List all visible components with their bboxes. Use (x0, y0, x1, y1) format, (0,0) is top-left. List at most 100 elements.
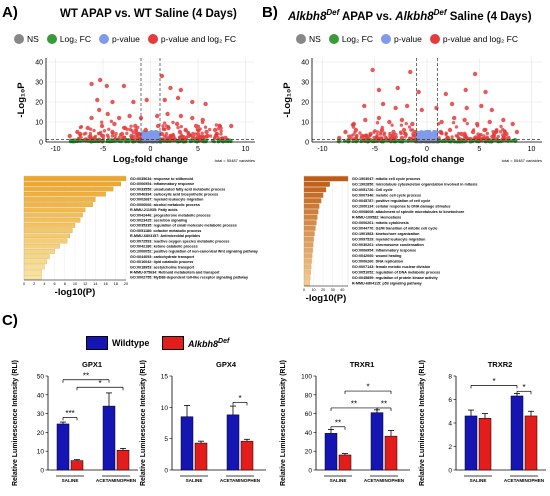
fc-point (406, 139, 410, 143)
go-bar (303, 181, 330, 187)
fc-point (226, 139, 231, 143)
go-term-label: R-MMU-6803157: Antimicrobial peptides (130, 234, 200, 238)
significant-point (190, 99, 195, 105)
legend-ns-label: NS (309, 34, 321, 44)
x-tick-label: -5 (372, 146, 378, 153)
significant-point (204, 129, 209, 135)
significant-point (387, 119, 392, 125)
go-bar (303, 280, 310, 286)
significant-point (67, 133, 72, 139)
p-point (432, 129, 436, 134)
significant-point (458, 137, 462, 141)
significant-point (401, 127, 407, 133)
significant-point (119, 131, 125, 137)
significant-point (347, 134, 351, 138)
p-point (149, 137, 153, 141)
legend-fc-marker (46, 34, 57, 44)
go-term-label: GO:0033559: unsaturated fatty acid metab… (130, 187, 225, 191)
significant-point (444, 131, 448, 135)
wildtype-bar (464, 415, 478, 471)
significant-point (190, 136, 195, 140)
go-bar (303, 275, 311, 281)
significant-point (380, 136, 384, 140)
significant-point (195, 135, 200, 139)
significance-marker: * (522, 383, 525, 392)
significant-point (500, 127, 505, 132)
significant-point (375, 130, 380, 134)
go-term-label: GO:0006954: inflammatory response (130, 182, 194, 186)
y-tick-label: 10 (301, 120, 309, 127)
significant-point (364, 133, 369, 137)
go-term-label: GO:1902850: microtubule cytoskeleton org… (352, 183, 477, 187)
go-x-tick-label: 20 (124, 282, 128, 286)
go-term-label: R-MMU-109582: Hemostasis (352, 216, 401, 220)
significant-point (398, 130, 403, 134)
go-term-label: GO:0044770: G2/M transition of mitotic c… (352, 227, 437, 231)
significance-marker: * (492, 377, 495, 386)
go-bar (23, 181, 122, 187)
significant-point (451, 120, 456, 125)
significance-marker: * (238, 394, 241, 403)
legend-both-marker (147, 34, 158, 44)
significant-point (203, 101, 208, 107)
significant-point (180, 134, 185, 139)
significant-point (154, 113, 160, 119)
significant-point (114, 132, 118, 136)
significant-point (205, 133, 210, 139)
significant-point (89, 115, 94, 121)
y-tick-label: 10 (161, 405, 169, 412)
go-term-label: GO:1903047: mitotic cell cycle process (352, 177, 420, 181)
significant-point (183, 127, 188, 133)
go-bar (303, 203, 320, 209)
significant-point (402, 131, 406, 136)
significant-point (165, 111, 170, 117)
go-bar (23, 202, 93, 207)
y-tick-label: 40 (305, 430, 313, 437)
significant-point (144, 97, 149, 103)
y-tick-label: 40 (35, 60, 43, 67)
y-tick-label: 30 (35, 80, 43, 87)
significant-point (408, 136, 413, 141)
significant-point (375, 121, 380, 125)
category-label: SALINE (330, 478, 347, 483)
significant-point (454, 134, 458, 138)
significant-point (122, 135, 126, 140)
p-point (428, 135, 432, 140)
significant-point (121, 83, 127, 89)
significant-point (110, 134, 115, 138)
significant-point (393, 105, 398, 111)
legend-both-label: p-value and log₂ FC (442, 34, 519, 44)
y-axis-label: Relative Luminescence Intensity (RLI) (12, 360, 19, 486)
total-variables-caption: total = 55487 variables (502, 158, 542, 163)
go-term-label: GO:0045787: positive regulation of cell … (352, 199, 430, 203)
go-bar (23, 186, 114, 192)
significant-point (131, 99, 136, 105)
wildtype-bar (56, 423, 70, 471)
go-term-label: GO:0006261: mitotic cytokinesis (352, 221, 409, 225)
significant-point (399, 117, 405, 123)
significant-point (105, 111, 110, 117)
p-point (420, 135, 425, 140)
significant-point (212, 127, 218, 133)
significant-point (368, 131, 373, 137)
legend-ns-marker (14, 34, 24, 44)
significant-point (373, 129, 377, 133)
y-tick-label: 40 (301, 60, 309, 67)
significant-point (482, 127, 487, 133)
significant-point (137, 137, 141, 141)
significant-point (343, 129, 348, 135)
go-x-axis-label: -log10(P) (55, 287, 96, 298)
go-x-axis-label: -log10(P) (306, 293, 347, 304)
category-label: SALINE (186, 478, 203, 483)
x-tick-label: -10 (50, 146, 60, 153)
x-tick-label: 5 (477, 146, 481, 153)
p-point (153, 130, 157, 134)
significant-point (355, 134, 359, 139)
significant-point (110, 99, 115, 105)
go-term-label: GO:0035634: response to stilbenoid (130, 177, 194, 181)
category-label: ACETAMINOPHEN (364, 478, 405, 483)
significance-marker: ** (335, 418, 341, 427)
y-tick-label: 4 (448, 421, 452, 428)
significant-point (388, 133, 393, 139)
significant-point (95, 97, 100, 103)
